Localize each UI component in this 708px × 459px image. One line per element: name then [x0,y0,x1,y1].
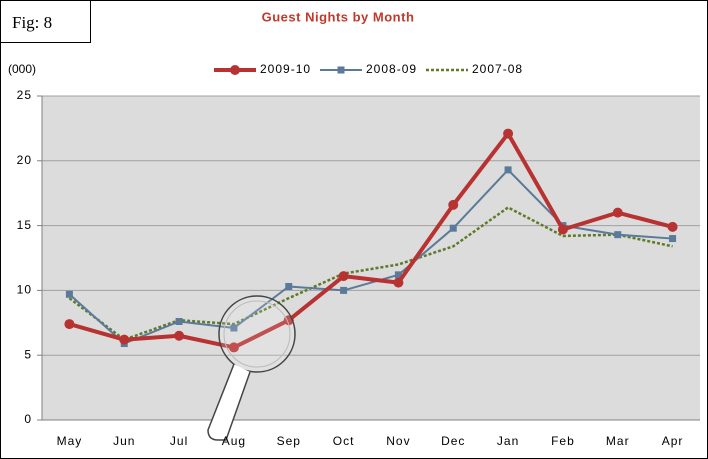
point [175,318,183,326]
point [612,207,623,218]
point [119,334,130,345]
point [449,224,457,232]
y-tick-label: 25 [17,88,32,102]
legend-item: 2008-09 [320,62,417,76]
x-tick-label: Jul [170,434,188,448]
point [228,342,239,353]
legend-marker [337,66,345,74]
x-tick-label: Jan [497,434,519,448]
y-tick-label: 10 [17,283,32,297]
point [557,224,568,235]
x-tick-label: May [57,434,83,448]
point [669,235,677,243]
point [614,231,622,239]
y-tick-label: 20 [17,153,32,167]
point [340,286,348,294]
x-tick-label: Oct [333,434,355,448]
x-tick-label: Nov [386,434,410,448]
figure-box [0,0,91,43]
point [338,271,349,282]
x-tick-label: Sep [277,434,301,448]
x-tick-label: Feb [551,434,575,448]
y-tick-label: 5 [24,347,32,361]
x-tick-label: Apr [662,434,684,448]
series-line [68,131,674,350]
point [64,319,75,330]
point [285,283,293,291]
legend-label: 2009-10 [260,62,311,76]
series-line [68,206,673,341]
legend-label: 2008-09 [366,62,417,76]
x-tick-label: Dec [441,434,465,448]
point [174,330,185,341]
x-tick-label: Jun [113,434,135,448]
y-axis-label: (000) [8,62,36,76]
point [394,271,402,279]
chart-title: Guest Nights by Month [262,9,415,24]
point [504,166,512,174]
x-tick-label: Mar [606,434,630,448]
figure-label: Fig: 8 [12,13,52,32]
point [448,199,459,210]
point [65,290,73,298]
point [667,221,678,232]
x-tick-label: Aug [222,434,246,448]
point [393,277,404,288]
legend-label: 2007-08 [472,62,523,76]
magnifier-icon [207,295,296,441]
y-tick-label: 0 [24,412,32,426]
point [230,324,238,332]
y-tick-label: 15 [17,218,32,232]
legend-item: 2009-10 [214,62,311,76]
legend-item: 2007-08 [426,62,523,76]
point [503,128,514,139]
legend-marker [230,65,240,75]
plot-area [42,96,700,420]
